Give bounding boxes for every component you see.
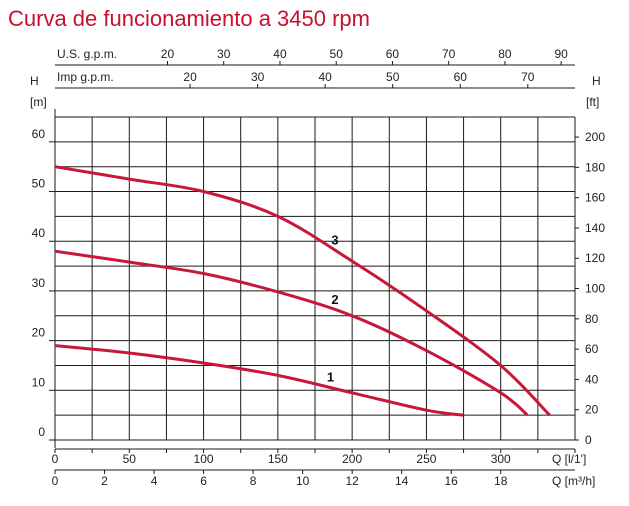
impgpm-tick-label: 20	[183, 70, 197, 84]
lpm-tick-label: 150	[268, 452, 288, 466]
lpm-tick-label: 100	[194, 452, 214, 466]
impgpm-tick-label: 70	[521, 70, 535, 84]
curve-label-3: 3	[331, 232, 338, 247]
tick-labels: 0102030405060020406080100120140160180200…	[30, 47, 605, 488]
usgpm-tick-label: 90	[554, 47, 568, 61]
m3h-tick-label: 2	[101, 474, 108, 488]
lpm-tick-label: 300	[491, 452, 511, 466]
m3h-tick-label: 0	[52, 474, 59, 488]
m3h-tick-label: 18	[494, 474, 508, 488]
pump-curve-3	[54, 165, 551, 417]
right-axis-tick-label: 200	[585, 130, 605, 144]
impgpm-tick-label: 50	[386, 70, 400, 84]
m3h-tick-label: 6	[200, 474, 207, 488]
m3h-tick-label: 12	[345, 474, 359, 488]
lpm-axis-unit: Q [l/1']	[552, 452, 586, 466]
impgpm-tick-label: 60	[454, 70, 468, 84]
lpm-tick-label: 50	[123, 452, 137, 466]
m3h-tick-label: 4	[151, 474, 158, 488]
impgpm-axis-unit: Imp g.p.m.	[57, 70, 114, 84]
curve-label-1: 1	[327, 370, 334, 385]
m3h-tick-label: 16	[445, 474, 459, 488]
usgpm-axis-unit: U.S. g.p.m.	[57, 47, 117, 61]
left-axis-unit: [m]	[30, 95, 47, 109]
right-axis-tick-label: 120	[585, 251, 605, 265]
right-axis-tick-label: 100	[585, 282, 605, 296]
usgpm-tick-label: 50	[330, 47, 344, 61]
right-axis-tick-label: 60	[585, 342, 599, 356]
impgpm-tick-label: 40	[318, 70, 332, 84]
m3h-tick-label: 14	[395, 474, 409, 488]
left-axis-tick-label: 0	[38, 425, 45, 439]
chart-title: Curva de funcionamiento a 3450 rpm	[8, 6, 370, 31]
right-axis-tick-label: 180	[585, 160, 605, 174]
left-axis-tick-label: 20	[32, 326, 46, 340]
right-axis-tick-label: 80	[585, 312, 599, 326]
right-axis-tick-label: 140	[585, 221, 605, 235]
left-axis-tick-label: 60	[32, 127, 46, 141]
right-axis-tick-label: 20	[585, 403, 599, 417]
usgpm-tick-label: 30	[217, 47, 231, 61]
usgpm-tick-label: 20	[161, 47, 175, 61]
left-axis-tick-label: 30	[32, 276, 46, 290]
left-axis-tick-label: 50	[32, 177, 46, 191]
lpm-tick-label: 200	[342, 452, 362, 466]
lpm-tick-label: 0	[52, 452, 59, 466]
impgpm-tick-label: 30	[251, 70, 265, 84]
right-axis-tick-label: 40	[585, 372, 599, 386]
curves	[54, 165, 551, 417]
axes	[49, 61, 579, 474]
right-axis-unit: [ft]	[586, 95, 599, 109]
curve-label-2: 2	[331, 292, 338, 307]
usgpm-tick-label: 80	[498, 47, 512, 61]
grid	[54, 116, 576, 441]
right-axis-label: H	[592, 74, 601, 88]
lpm-tick-label: 250	[416, 452, 436, 466]
right-axis-tick-label: 160	[585, 191, 605, 205]
m3h-axis-unit: Q [m³/h]	[552, 474, 595, 488]
pump-curve-1	[54, 344, 464, 417]
pump-curve-2	[54, 249, 529, 417]
left-axis-tick-label: 10	[32, 375, 46, 389]
usgpm-tick-label: 60	[386, 47, 400, 61]
left-axis-tick-label: 40	[32, 226, 46, 240]
right-axis-tick-label: 0	[585, 433, 592, 447]
usgpm-tick-label: 70	[442, 47, 456, 61]
left-axis-label: H	[30, 74, 39, 88]
m3h-tick-label: 10	[296, 474, 310, 488]
usgpm-tick-label: 40	[273, 47, 287, 61]
m3h-tick-label: 8	[250, 474, 257, 488]
